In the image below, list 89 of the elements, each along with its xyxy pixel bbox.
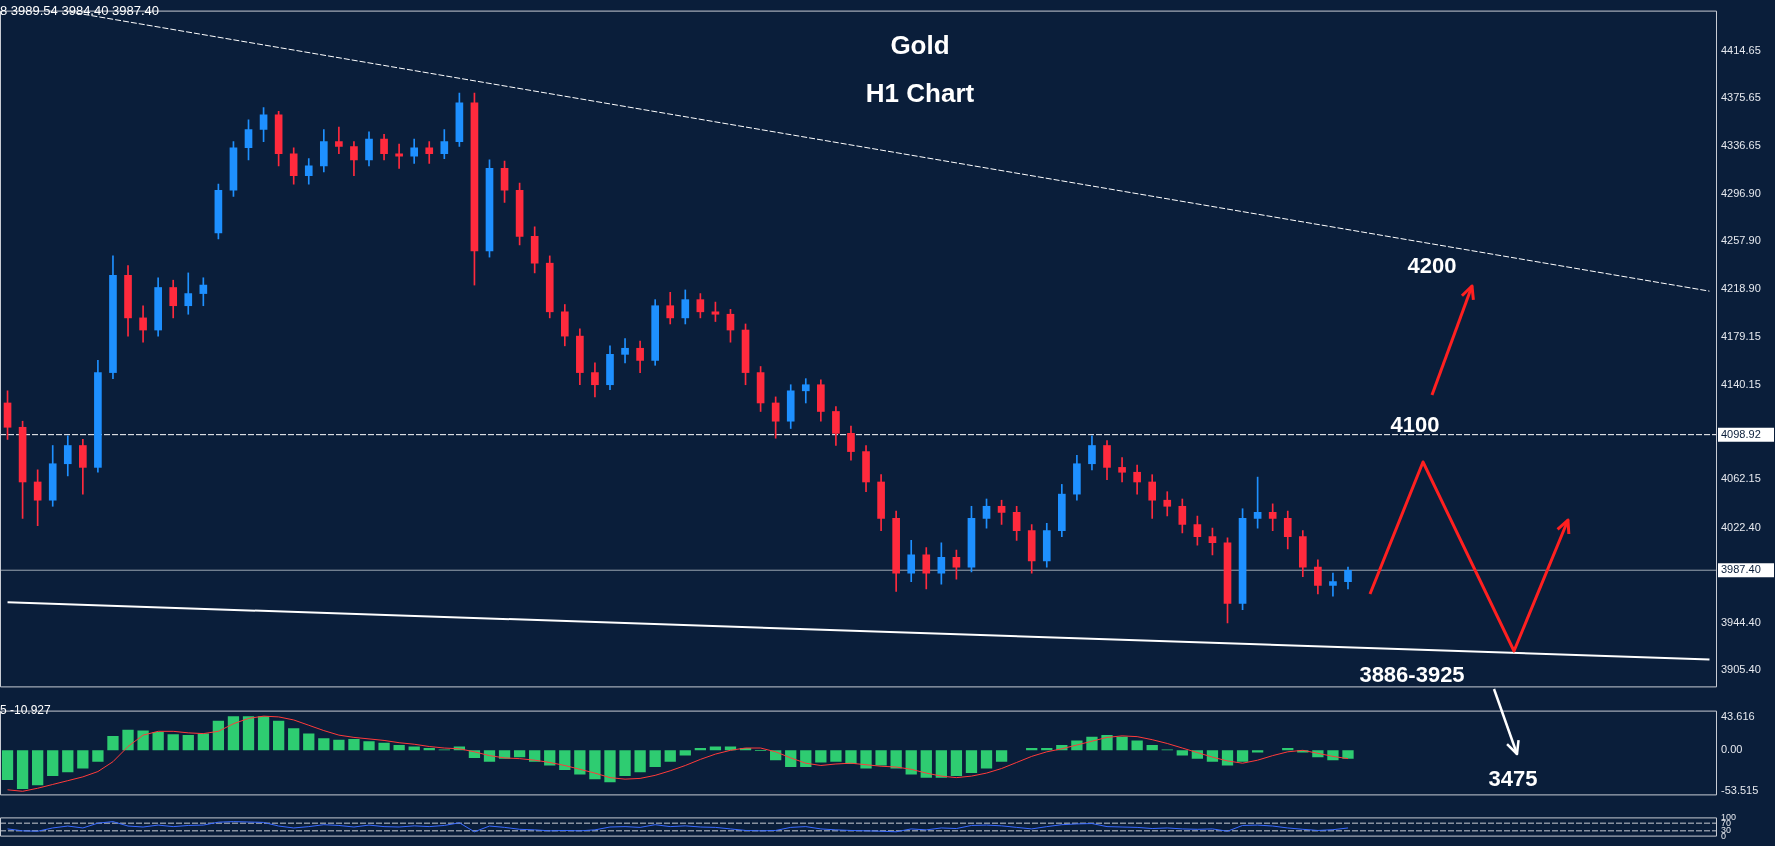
bar	[935, 750, 947, 778]
text: H1 Chart	[865, 78, 975, 109]
bar	[679, 750, 691, 756]
annotation: 4100	[1390, 412, 1440, 438]
bar	[122, 729, 134, 751]
y-tick-label: 3905.40	[1721, 662, 1761, 675]
bar	[1101, 735, 1113, 751]
bar	[980, 750, 993, 769]
y-tick-label: 43.616	[1721, 710, 1755, 723]
bar	[1116, 736, 1128, 751]
bar	[107, 735, 119, 751]
y-tick-label: 4218.90	[1721, 281, 1761, 294]
bar	[182, 735, 194, 751]
bar	[559, 750, 571, 771]
bar	[875, 750, 887, 766]
annotation: 5 -10.927	[0, 703, 51, 717]
bar	[634, 750, 646, 773]
bar	[137, 730, 149, 751]
bar	[47, 750, 59, 777]
bar	[77, 750, 89, 769]
y-tick-label: 4257.90	[1721, 234, 1761, 247]
annotation: 3475	[1488, 766, 1538, 792]
annotation: 4200	[1407, 253, 1457, 279]
bar	[950, 750, 963, 777]
bar	[1131, 740, 1143, 751]
ref-line-label: 3987.40	[1721, 563, 1761, 576]
bar	[348, 738, 360, 751]
bar	[800, 750, 812, 768]
bar	[1236, 750, 1249, 762]
bar	[257, 716, 270, 751]
candlestick	[395, 143, 403, 169]
ref-line-label: 4098.92	[1721, 427, 1761, 440]
text: Gold	[890, 30, 950, 61]
bar	[378, 742, 390, 751]
y-tick-label: 4375.65	[1721, 91, 1761, 104]
bar	[333, 739, 345, 751]
bar	[1176, 750, 1188, 756]
bar	[830, 750, 842, 762]
bar	[152, 732, 164, 751]
bar	[288, 728, 300, 751]
bar	[1342, 750, 1354, 759]
bar	[92, 750, 104, 762]
bar	[604, 750, 616, 783]
y-tick-label: 4140.15	[1721, 377, 1761, 390]
bar	[1, 750, 14, 780]
bar	[589, 750, 601, 780]
bar	[1251, 750, 1264, 753]
bar	[995, 750, 1008, 762]
bar	[272, 720, 285, 751]
bar	[815, 750, 827, 763]
y-tick-label: 4062.15	[1721, 472, 1761, 485]
bar	[32, 750, 44, 786]
bar	[62, 750, 74, 773]
bar	[785, 750, 797, 768]
bar	[227, 716, 240, 751]
candlestick	[1118, 457, 1126, 483]
bar	[167, 734, 179, 751]
bar	[664, 750, 676, 762]
bar	[212, 720, 225, 751]
bar	[965, 750, 978, 774]
bar	[905, 750, 917, 775]
annotation: 3886-3925	[1359, 662, 1465, 688]
bar	[318, 738, 330, 751]
bar	[649, 750, 661, 768]
bar	[197, 733, 209, 751]
bar	[393, 744, 405, 751]
y-tick-label: 4296.90	[1721, 187, 1761, 200]
bar	[920, 750, 932, 778]
bar	[16, 750, 29, 790]
bar	[619, 750, 631, 777]
bar	[860, 750, 872, 769]
y-tick-label: 4414.65	[1721, 43, 1761, 56]
bar	[242, 716, 255, 751]
y-tick-label: -53.515	[1721, 783, 1759, 796]
bar	[890, 750, 902, 769]
candlestick	[1329, 572, 1337, 597]
bar	[363, 741, 375, 751]
y-tick-label: 0.00	[1721, 743, 1743, 756]
bar	[845, 750, 857, 764]
bar	[1146, 744, 1158, 751]
bar	[303, 733, 315, 751]
annotation: 8 3989.54 3984.40 3987.40	[0, 3, 160, 18]
y-tick-label: 4022.40	[1721, 520, 1761, 533]
candlestick	[335, 126, 343, 155]
bar	[574, 750, 586, 775]
y-tick-label: 3944.40	[1721, 615, 1761, 628]
y-tick-label: 4179.15	[1721, 330, 1761, 343]
y-tick-label: 4336.65	[1721, 138, 1761, 151]
bar	[513, 750, 526, 758]
